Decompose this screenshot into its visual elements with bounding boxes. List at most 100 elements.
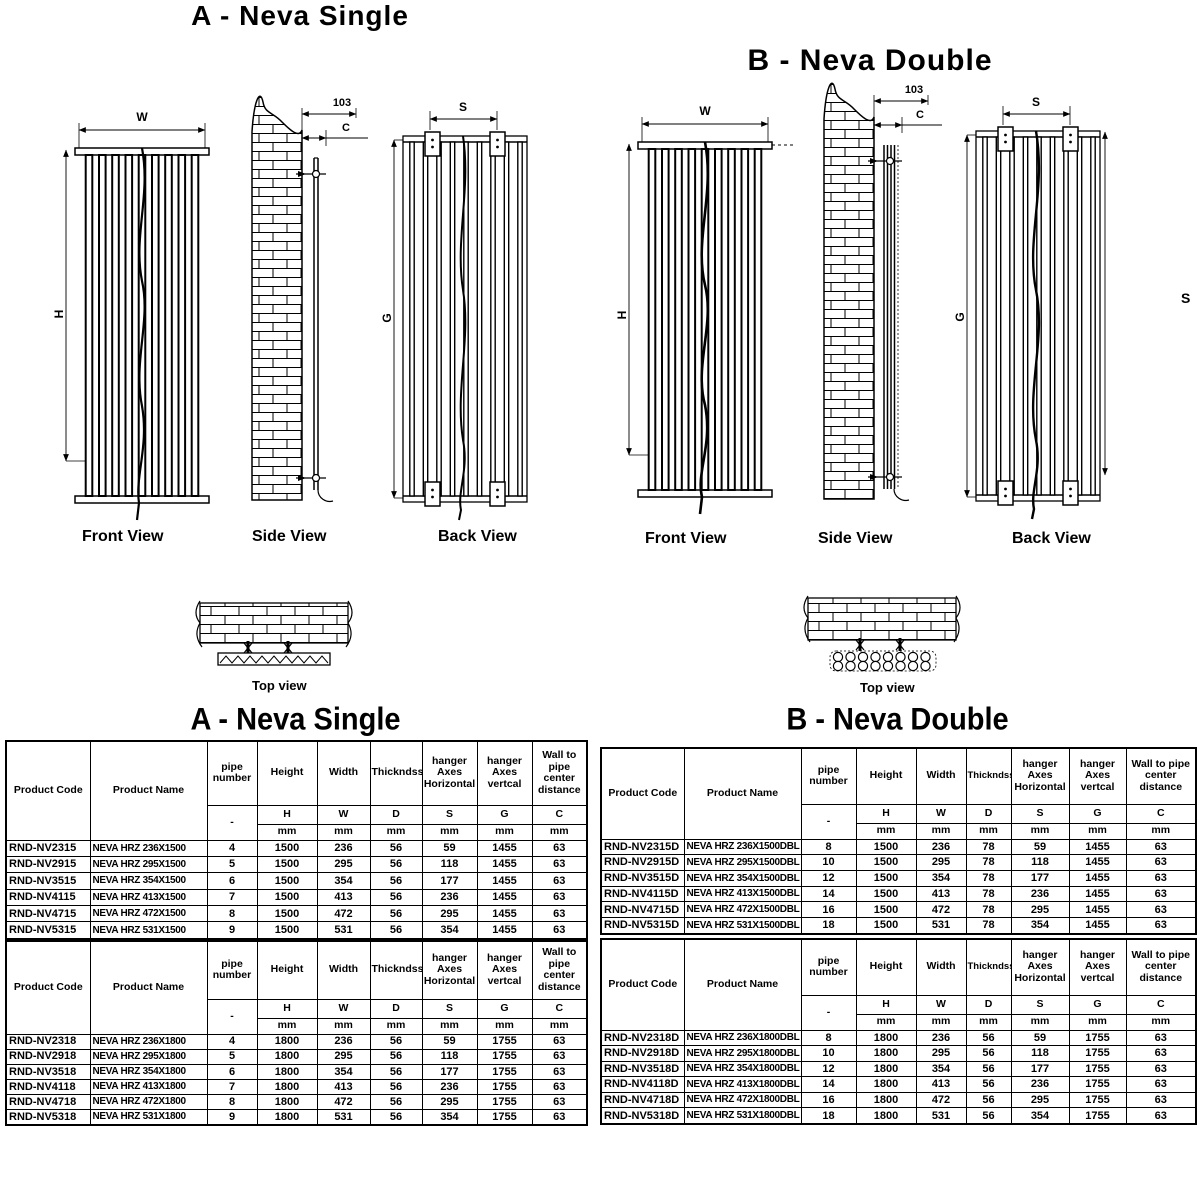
table-row: RND-NV2918 NEVA HRZ 295X1800 5 1800 295 56 118… — [5, 1048, 588, 1065]
spec-table-b-1800: Product Code Product Name pipe number He… — [600, 938, 1197, 1125]
cell-pipe-number: 8 — [206, 1093, 258, 1110]
cell-wall-to-pipe-center-distance: 63 — [1125, 1091, 1197, 1109]
cell-hanger-axes-horizontal: 118 — [1010, 854, 1070, 871]
cell-product-code: RND-NV5318D — [600, 1107, 685, 1125]
cell-width: 413 — [316, 888, 371, 907]
hanger-brackets-b — [997, 126, 1079, 506]
sym-s: S — [421, 804, 478, 825]
sym-c: C — [1125, 994, 1197, 1015]
cell-wall-to-pipe-center-distance: 63 — [1125, 1029, 1197, 1047]
cell-thickness: 78 — [965, 917, 1012, 935]
dim-s-label-b: S — [1032, 95, 1040, 109]
cell-product-code: RND-NV2318D — [600, 1029, 685, 1047]
cell-pipe-number: 7 — [206, 888, 258, 907]
cell-product-name: NEVA HRZ 236X1800DBL — [683, 1029, 802, 1047]
cell-hanger-axes-vertical: 1455 — [476, 905, 533, 923]
cell-product-name: NEVA HRZ 531X1500 — [89, 921, 208, 940]
cell-hanger-axes-horizontal: 59 — [1010, 1029, 1070, 1047]
cell-wall-to-pipe-center-distance: 63 — [531, 872, 588, 890]
cell-height: 1800 — [256, 1033, 318, 1050]
col-header-height: Height — [855, 938, 917, 996]
cell-pipe-number: 18 — [800, 1107, 857, 1125]
cell-hanger-axes-horizontal: 295 — [1010, 901, 1070, 919]
cell-hanger-axes-horizontal: 295 — [421, 1093, 478, 1110]
cell-product-code: RND-NV3518D — [600, 1060, 685, 1078]
cell-height: 1800 — [256, 1048, 318, 1065]
sym-g: G — [476, 804, 533, 825]
table-row: RND-NV4115 NEVA HRZ 413X1500 7 1500 413 56 236… — [5, 888, 588, 907]
col-header-product-name: Product Name — [89, 940, 208, 1035]
cell-product-name: NEVA HRZ 295X1800DBL — [683, 1045, 802, 1062]
cell-width: 531 — [316, 921, 371, 940]
sym-g: G — [476, 998, 533, 1019]
cell-hanger-axes-horizontal: 295 — [1010, 1091, 1070, 1109]
col-header-product-code: Product Code — [5, 940, 91, 1035]
unit-mm: mm — [1125, 1013, 1197, 1031]
cell-product-name: NEVA HRZ 354X1800 — [89, 1063, 208, 1080]
cell-thickness: 78 — [965, 869, 1012, 887]
col-header-wall-distance: Wall to pipe center distance — [531, 740, 588, 806]
cell-pipe-number: 8 — [800, 1029, 857, 1047]
cell-wall-to-pipe-center-distance: 63 — [1125, 885, 1197, 903]
spec-table-b-1500: Product Code Product Name pipe number He… — [600, 747, 1197, 935]
cell-product-name: NEVA HRZ 295X1500DBL — [683, 854, 802, 871]
cell-product-code: RND-NV3518 — [5, 1063, 91, 1080]
cell-hanger-axes-vertical: 1755 — [476, 1048, 533, 1065]
cell-width: 354 — [915, 869, 967, 887]
dim-s-label-a: S — [459, 100, 467, 114]
cell-width: 354 — [915, 1060, 967, 1078]
cell-pipe-number: 14 — [800, 885, 857, 903]
cell-pipe-number: 14 — [800, 1076, 857, 1093]
side-view-label-b: Side View — [818, 530, 893, 547]
cell-product-name: NEVA HRZ 413X1800 — [89, 1078, 208, 1095]
cell-thickness: 56 — [965, 1045, 1012, 1062]
cell-wall-to-pipe-center-distance: 63 — [531, 1033, 588, 1050]
cell-hanger-axes-vertical: 1455 — [476, 921, 533, 940]
cell-wall-to-pipe-center-distance: 63 — [531, 1048, 588, 1065]
cable-a-front — [135, 147, 146, 521]
unit-mm: mm — [369, 823, 423, 841]
cell-hanger-axes-vertical: 1755 — [1068, 1091, 1127, 1109]
cell-height: 1800 — [256, 1108, 318, 1126]
unit-mm: mm — [369, 1017, 423, 1035]
cell-width: 413 — [915, 885, 967, 903]
cell-height: 1500 — [855, 901, 917, 919]
cell-pipe-number: 5 — [206, 1048, 258, 1065]
cell-hanger-axes-horizontal: 295 — [421, 905, 478, 923]
cell-product-code: RND-NV5315 — [5, 921, 91, 940]
sym-h: H — [256, 998, 318, 1019]
cell-thickness: 56 — [369, 1033, 423, 1050]
cell-pipe-number: 18 — [800, 917, 857, 935]
cell-pipe-number: 4 — [206, 1033, 258, 1050]
cell-hanger-axes-vertical: 1455 — [1068, 917, 1127, 935]
dim-h-label-a: H — [52, 310, 66, 319]
cell-hanger-axes-vertical: 1455 — [1068, 854, 1127, 871]
cell-product-name: NEVA HRZ 354X1500 — [89, 872, 208, 890]
col-header-wall-distance: Wall to pipe center distance — [531, 940, 588, 1000]
table-row: RND-NV3518D NEVA HRZ 354X1800DBL 12 1800 354… — [600, 1060, 1197, 1078]
cell-height: 1500 — [855, 917, 917, 935]
front-view-drawing-b: W H — [615, 104, 796, 515]
cell-height: 1800 — [855, 1076, 917, 1093]
cell-pipe-number: 6 — [206, 1063, 258, 1080]
dim-h-label-b: H — [615, 311, 629, 320]
sym-d: D — [369, 804, 423, 825]
front-view-label-a: Front View — [82, 528, 164, 545]
cell-width: 295 — [915, 854, 967, 871]
cell-hanger-axes-horizontal: 354 — [1010, 917, 1070, 935]
unit-mm: mm — [256, 823, 318, 841]
cell-thickness: 56 — [965, 1107, 1012, 1125]
sym-w: W — [915, 994, 967, 1015]
col-header-wall-distance: Wall to pipe center distance — [1125, 747, 1197, 805]
cell-thickness: 56 — [369, 888, 423, 907]
cell-width: 295 — [316, 855, 371, 874]
brick-wall-b — [823, 82, 875, 500]
cell-thickness: 56 — [369, 855, 423, 874]
col-header-hanger-horizontal: hanger Axes Horizontal — [421, 940, 478, 1000]
dim-w-label-b: W — [699, 104, 711, 118]
top-view-label-a: Top view — [252, 678, 307, 693]
cell-wall-to-pipe-center-distance: 63 — [531, 888, 588, 907]
cell-hanger-axes-vertical: 1755 — [1068, 1107, 1127, 1125]
cell-height: 1800 — [855, 1060, 917, 1078]
cell-height: 1500 — [256, 921, 318, 940]
